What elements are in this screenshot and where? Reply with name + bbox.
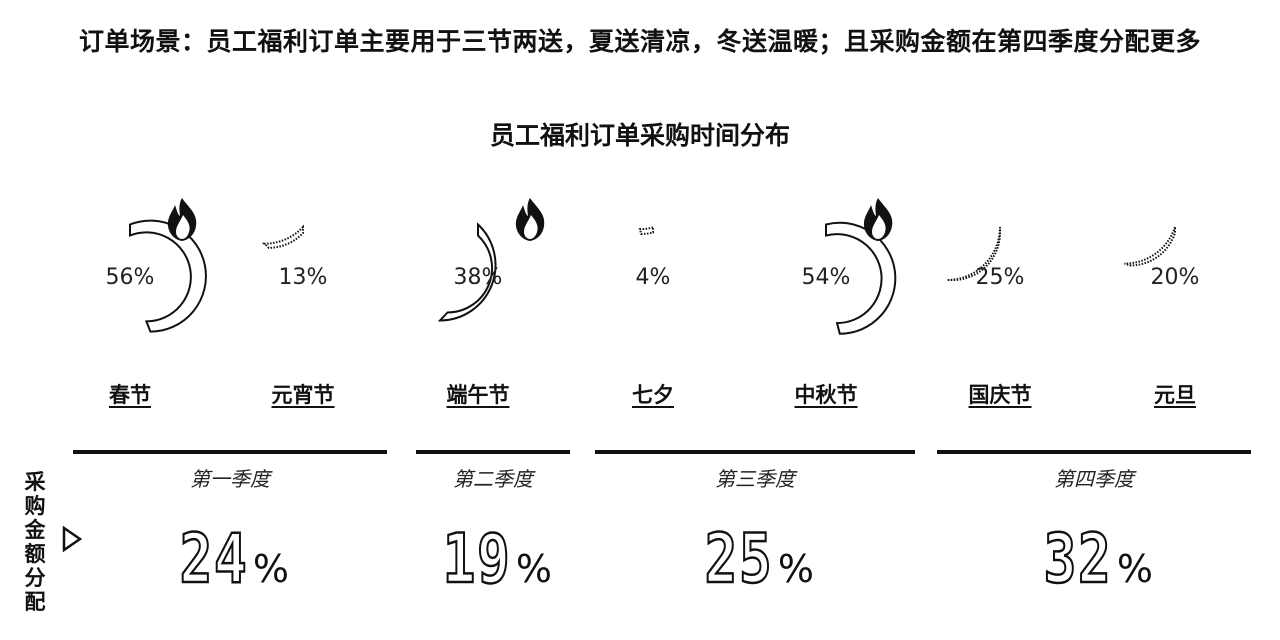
quarter-share-unit: % bbox=[777, 547, 814, 591]
gauge-arc-5 bbox=[825, 221, 897, 335]
festival-label: 元旦 bbox=[1154, 383, 1196, 407]
quarter-share-number: 25 bbox=[704, 519, 774, 601]
quarter-share-unit: % bbox=[515, 547, 552, 591]
festival-label: 元宵节 bbox=[271, 383, 335, 407]
festival-label: 中秋节 bbox=[794, 383, 858, 407]
gauge-arc-7 bbox=[1124, 226, 1176, 267]
quarter-divider-line bbox=[595, 450, 915, 454]
gauge-value-label: 54% bbox=[801, 265, 851, 290]
side-label: 采购金额分配 bbox=[24, 470, 46, 614]
quarter-divider-line bbox=[416, 450, 570, 454]
quarter-share-value: 25% bbox=[605, 519, 905, 601]
flame-icon bbox=[167, 198, 197, 241]
flame-icon bbox=[515, 198, 545, 241]
festival-label: 端午节 bbox=[446, 383, 510, 407]
quarter-label: 第一季度 bbox=[190, 467, 270, 491]
quarter-share-value: 24% bbox=[80, 519, 380, 601]
quarter-share-unit: % bbox=[252, 547, 289, 591]
headline: 订单场景：员工福利订单主要用于三节两送，夏送清凉，冬送温暖；且采购金额在第四季度… bbox=[78, 27, 1201, 56]
quarter-share-value: 32% bbox=[944, 519, 1244, 601]
quarter-label: 第三季度 bbox=[715, 467, 795, 491]
gauge-value-label: 20% bbox=[1150, 265, 1200, 290]
quarter-share-number: 32 bbox=[1043, 519, 1113, 601]
quarter-share-number: 24 bbox=[179, 519, 249, 601]
chart-title: 员工福利订单采购时间分布 bbox=[489, 121, 790, 150]
quarter-label: 第四季度 bbox=[1054, 467, 1134, 491]
quarter-share-value: 19% bbox=[343, 519, 643, 601]
festival-label: 七夕 bbox=[632, 383, 674, 407]
quarter-divider-line bbox=[73, 450, 387, 454]
gauge-value-label: 38% bbox=[453, 265, 503, 290]
triangle-marker-icon bbox=[62, 526, 82, 552]
gauge-value-label: 13% bbox=[278, 265, 328, 290]
flame-icon bbox=[863, 198, 893, 241]
gauge-arc-4 bbox=[638, 226, 654, 235]
festival-label: 国庆节 bbox=[968, 383, 1032, 407]
gauge-arc-2 bbox=[261, 224, 304, 249]
gauge-value-label: 25% bbox=[975, 265, 1025, 290]
quarter-divider-line bbox=[937, 450, 1251, 454]
festival-label: 春节 bbox=[109, 383, 151, 407]
quarter-label: 第二季度 bbox=[453, 467, 533, 491]
quarter-share-unit: % bbox=[1116, 547, 1153, 591]
gauge-arc-3 bbox=[437, 222, 497, 322]
gauge-value-label: 56% bbox=[105, 265, 155, 290]
gauge-value-label: 4% bbox=[635, 265, 671, 290]
quarter-share-number: 19 bbox=[442, 519, 512, 601]
